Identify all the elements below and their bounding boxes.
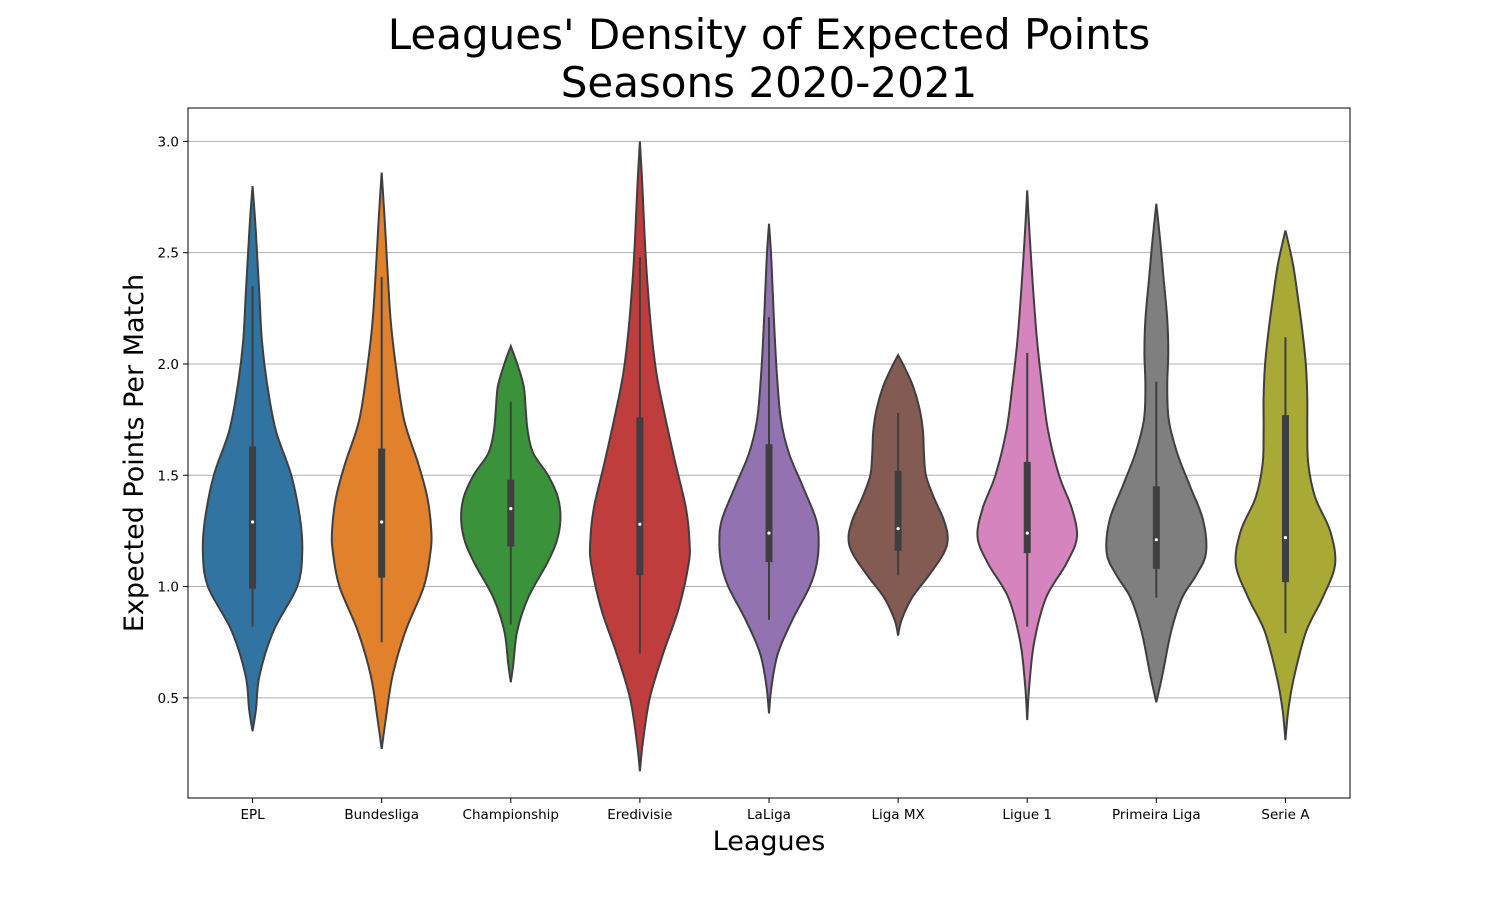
x-tick-label: Primeira Liga [1112,807,1201,823]
y-axis-ticks: 0.5 1.0 1.5 2.0 2.5 3.0 [158,134,188,707]
x-tick-label: Liga MX [871,807,924,823]
median-marker [1025,531,1029,535]
median-marker [509,507,513,511]
y-tick-label: 2.5 [158,246,179,262]
x-tick-label: EPL [240,807,265,823]
violin-ligue-1 [976,190,1079,721]
x-axis-label: Leagues [713,826,826,857]
chart-title: Leagues' Density of Expected Points [387,10,1151,59]
x-tick-label: Bundesliga [344,807,419,823]
median-marker [1283,535,1288,540]
y-tick-label: 3.0 [158,134,179,150]
violin-liga-mx [847,352,949,636]
violin-championship [460,343,562,683]
violin-laliga [718,223,820,714]
y-tick-label: 0.5 [158,691,179,707]
chart-subtitle: Seasons 2020-2021 [560,58,978,107]
x-tick-label: Ligue 1 [1002,807,1052,823]
x-tick-label: LaLiga [747,807,791,823]
median-marker [250,520,255,524]
median-marker [767,531,771,535]
violin-bundesliga [330,172,433,750]
violin-epl [201,185,304,732]
y-tick-label: 1.0 [158,580,179,596]
x-tick-label: Championship [463,807,559,823]
violin-primeira-liga [1105,203,1208,703]
x-tick-label: Serie A [1261,807,1310,823]
y-tick-label: 1.5 [158,468,179,484]
median-marker [380,520,384,524]
violin-eredivisie [588,141,691,772]
x-tick-label: Eredivisie [607,807,672,823]
y-tick-label: 2.0 [158,357,179,373]
x-axis-ticks: EPL Bundesliga Championship Eredivisie LaLig… [240,798,1310,823]
y-axis-label: Expected Points Per Match [119,274,150,632]
median-marker [638,522,642,526]
violins [201,141,1337,772]
median-marker [896,527,900,531]
violin-serie-a [1234,230,1337,741]
median-marker [1154,538,1158,542]
